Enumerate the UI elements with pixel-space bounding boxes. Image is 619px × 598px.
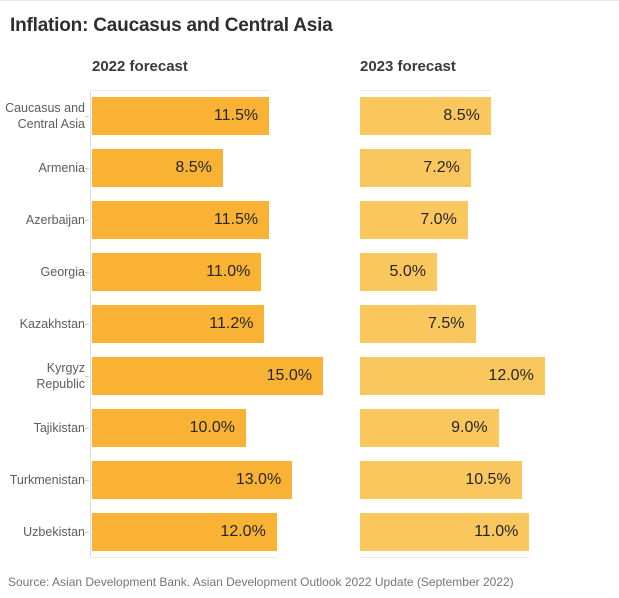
bar-value-label: 12.0% [220,523,266,540]
chart-row: Azerbaijan 11.5% 7.0% [0,194,619,246]
column-headers: 2022 forecast 2023 forecast [0,58,619,75]
bar-chart: Caucasus and Central Asia 11.5% 8.5% Arm… [0,90,619,558]
chart-row: Uzbekistan 12.0% 11.0% [0,506,619,558]
bar-value-label: 7.0% [420,211,457,228]
chart-title: Inflation: Caucasus and Central Asia [10,15,333,36]
column-header-2022-forecast: 2022 forecast [92,58,188,75]
bar-value-label: 8.5% [175,159,212,176]
bar-value-label: 7.2% [423,159,460,176]
bar-2022: 15.0% [92,357,323,395]
category-label: Azerbaijan [25,212,85,227]
panel-2023: 12.0% [360,357,619,395]
bar-2022: 10.0% [92,409,246,447]
panel-2023: 11.0% [360,513,619,558]
bar-value-label: 5.0% [389,263,426,280]
bar-2023: 9.0% [360,409,499,447]
bar-value-label: 10.5% [465,471,511,488]
panel-2022: 11.5% [92,90,360,135]
chart-row: Turkmenistan 13.0% 10.5% [0,454,619,506]
bar-2023: 11.0% [360,513,530,558]
bar-2022: 13.0% [92,461,293,499]
bar-2022: 8.5% [92,149,223,187]
bar-value-label: 13.0% [235,471,282,488]
panel-2022: 12.0% [92,513,360,558]
bar-value-label: 11.0% [206,263,251,280]
panel-2022: 11.2% [92,305,360,343]
panel-2022: 10.0% [92,409,360,447]
bar-value-label: 11.5% [213,211,259,228]
category-label: Georgia [40,264,85,279]
panel-2022: 8.5% [92,149,360,187]
bar-2023: 7.2% [360,149,471,187]
bar-value-label: 8.5% [443,107,480,124]
bar-2022: 11.5% [92,90,270,135]
chart-row: Kyrgyz Republic 15.0% 12.0% [0,350,619,402]
header-spacer [0,58,92,75]
chart-row: Tajikistan 10.0% 9.0% [0,402,619,454]
category-label: Tajikistan [33,420,85,435]
bar-2023: 7.5% [360,305,476,343]
bar-value-label: 7.5% [428,315,465,332]
bar-2023: 5.0% [360,253,437,291]
bar-value-label: 11.2% [209,315,254,332]
chart-rows: Caucasus and Central Asia 11.5% 8.5% Arm… [0,90,619,558]
chart-row: Caucasus and Central Asia 11.5% 8.5% [0,90,619,142]
bar-value-label: 11.0% [474,523,519,540]
bar-2022: 12.0% [92,513,277,558]
panel-2023: 7.2% [360,149,619,187]
bar-2023: 8.5% [360,90,491,135]
bar-value-label: 15.0% [266,367,312,384]
bar-2022: 11.5% [92,201,270,239]
category-label: Kazakhstan [19,316,85,331]
panel-2023: 5.0% [360,253,619,291]
chart-row: Armenia 8.5% 7.2% [0,142,619,194]
bar-2023: 12.0% [360,357,545,395]
panel-2022: 15.0% [92,357,360,395]
bar-value-label: 9.0% [451,419,488,436]
bar-value-label: 12.0% [488,367,534,384]
category-label: Kyrgyz Republic [36,360,85,391]
column-header-2023-forecast: 2023 forecast [360,58,456,75]
panel-2022: 11.0% [92,253,360,291]
category-label: Armenia [38,160,85,175]
panel-2023: 7.5% [360,305,619,343]
chart-row: Kazakhstan 11.2% 7.5% [0,298,619,350]
panel-2022: 11.5% [92,201,360,239]
bar-2023: 10.5% [360,461,522,499]
bar-value-label: 10.0% [189,419,235,436]
panel-2023: 8.5% [360,90,619,135]
source-note: Source: Asian Development Bank. Asian De… [8,575,514,589]
bar-2022: 11.0% [92,253,262,291]
category-label: Uzbekistan [23,524,85,539]
bar-2022: 11.2% [92,305,265,343]
panel-2023: 10.5% [360,461,619,499]
axis-line-2022 [90,90,91,558]
bar-2023: 7.0% [360,201,468,239]
panel-2022: 13.0% [92,461,360,499]
category-label: Caucasus and Central Asia [5,100,85,131]
category-label: Turkmenistan [9,472,85,487]
bar-value-label: 11.5% [213,107,259,124]
panel-2023: 9.0% [360,409,619,447]
panel-2023: 7.0% [360,201,619,239]
chart-row: Georgia 11.0% 5.0% [0,246,619,298]
